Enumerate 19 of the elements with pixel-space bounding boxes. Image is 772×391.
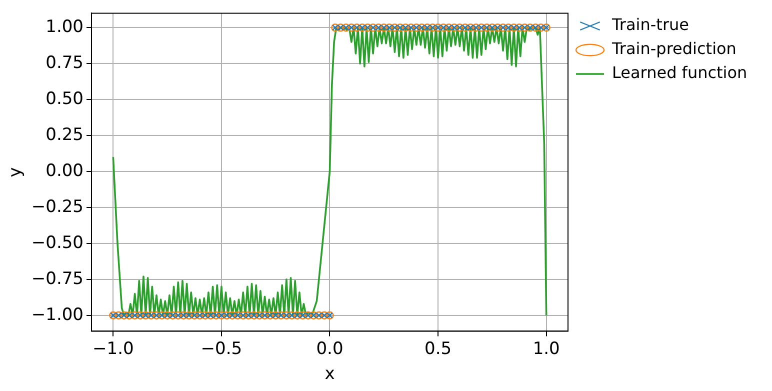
x-tick-label: 1.0 [532,338,560,359]
y-axis-title: y [6,167,26,178]
x-tick-label: −0.5 [200,338,242,359]
y-tick-label: −0.75 [31,268,84,289]
y-tick-label: −0.50 [31,232,84,253]
y-tick-label: 0.00 [46,160,84,181]
x-tick-label: −1.0 [92,338,134,359]
x-tick-label: 0.0 [316,338,344,359]
legend-label: Train-prediction [611,39,736,58]
legend-label: Learned function [612,63,748,82]
x-tick-label: 0.5 [424,338,452,359]
y-tick-label: −0.25 [31,196,84,217]
y-tick-label: 0.75 [46,52,84,73]
x-axis-title: x [324,364,335,384]
y-tick-label: 0.50 [46,88,84,109]
y-tick-label: 1.00 [46,17,84,38]
y-tick-label: 0.25 [46,124,84,145]
y-tick-label: −1.00 [31,304,84,325]
legend-label: Train-true [611,15,689,34]
